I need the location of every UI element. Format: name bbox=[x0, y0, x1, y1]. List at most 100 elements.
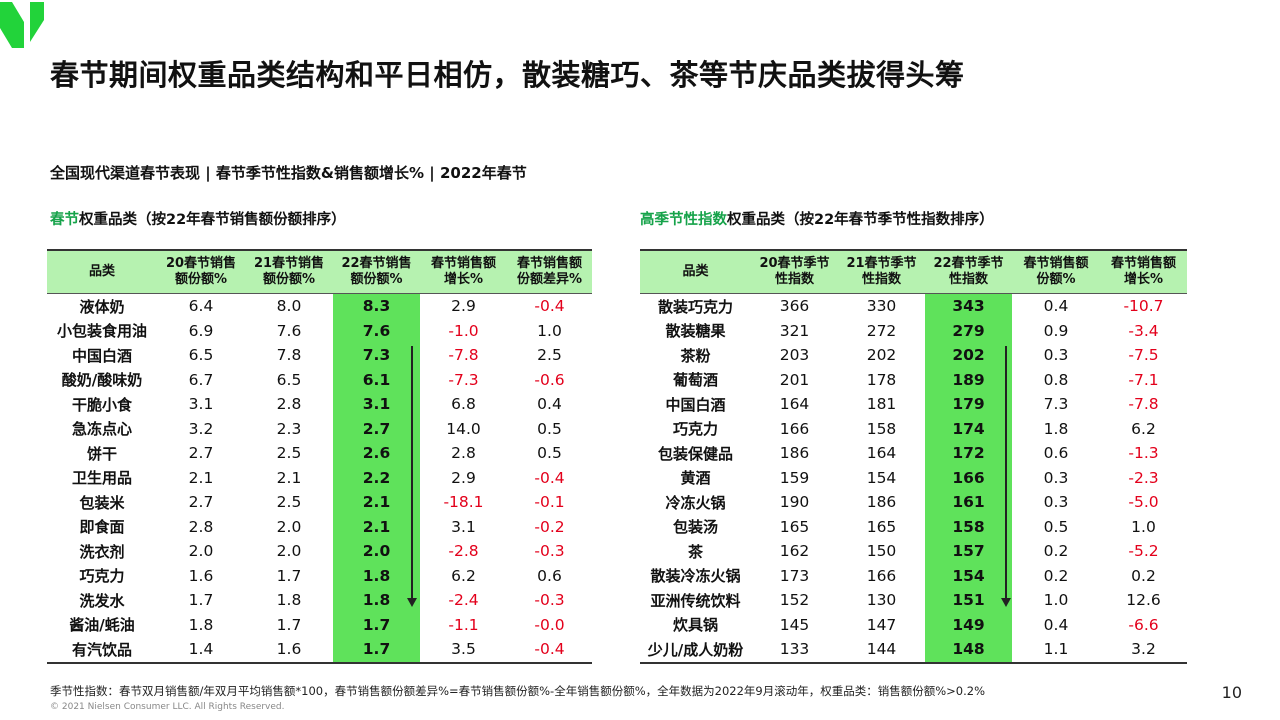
table-cell: 2.5 bbox=[276, 444, 302, 463]
table-cell: 2.3 bbox=[276, 419, 302, 438]
table-cell: 3.2 bbox=[188, 419, 214, 438]
table-cell: 272 bbox=[866, 321, 897, 340]
table-cell: 2.0 bbox=[333, 539, 420, 564]
table-cell: 3.1 bbox=[188, 395, 214, 414]
table-cell: 2.9 bbox=[451, 468, 476, 487]
category-name: 炊具锅 bbox=[672, 616, 718, 635]
table-cell: -1.3 bbox=[1128, 444, 1159, 463]
table-cell: 0.3 bbox=[1043, 346, 1069, 365]
column-header: 春节销售额 增长% bbox=[1110, 256, 1176, 287]
table-cell: 164 bbox=[866, 444, 897, 463]
table-cell: 7.8 bbox=[276, 346, 302, 365]
category-name: 洗发水 bbox=[79, 591, 125, 610]
footnote: 季节性指数：春节双月销售额/年双月平均销售额*100，春节销售额份额差异%=春节… bbox=[50, 684, 985, 698]
table-cell: 2.7 bbox=[333, 416, 420, 441]
table-row: 包装米 2.7 2.5 2.1 -18.1 -0.1 bbox=[47, 490, 592, 515]
table-row: 散装糖果 321 272 279 0.9 -3.4 bbox=[640, 318, 1187, 343]
table-cell: 161 bbox=[925, 490, 1012, 515]
table-cell: 0.6 bbox=[1043, 444, 1069, 463]
column-header: 春节销售额 份额% bbox=[1023, 256, 1089, 287]
table-cell: 321 bbox=[779, 321, 810, 340]
table-row: 干脆小食 3.1 2.8 3.1 6.8 0.4 bbox=[47, 392, 592, 417]
table-cell: 7.3 bbox=[333, 343, 420, 368]
category-name: 巧克力 bbox=[672, 420, 718, 439]
table-cell: 366 bbox=[779, 297, 810, 316]
category-name: 散装巧克力 bbox=[657, 297, 733, 316]
category-name: 液体奶 bbox=[79, 297, 125, 316]
table-cell: 158 bbox=[925, 514, 1012, 539]
table-cell: 174 bbox=[925, 416, 1012, 441]
category-name: 葡萄酒 bbox=[672, 371, 718, 390]
category-name: 散装冷冻火锅 bbox=[650, 567, 741, 586]
column-header: 20春节季节 性指数 bbox=[759, 256, 830, 287]
right-section-title: 高季节性指数权重品类（按22年春节季节性指数排序） bbox=[640, 208, 994, 229]
table-cell: 0.4 bbox=[1043, 615, 1069, 634]
column-header: 22春节季节 性指数 bbox=[933, 256, 1004, 287]
table-cell: 148 bbox=[925, 637, 1012, 662]
table-cell: 3.1 bbox=[333, 392, 420, 417]
table-cell: 1.7 bbox=[333, 637, 420, 662]
table-cell: 149 bbox=[925, 612, 1012, 637]
column-header: 21春节销售 额份额% bbox=[253, 256, 325, 287]
table-cell: 164 bbox=[779, 395, 810, 414]
table-row: 散装冷冻火锅 173 166 154 0.2 0.2 bbox=[640, 563, 1187, 588]
table-cell: -7.8 bbox=[448, 346, 479, 365]
table-row: 黄酒 159 154 166 0.3 -2.3 bbox=[640, 465, 1187, 490]
table-cell: 3.5 bbox=[451, 640, 476, 659]
table-cell: -5.0 bbox=[1128, 493, 1159, 512]
table-cell: 202 bbox=[925, 343, 1012, 368]
table-cell: -0.6 bbox=[534, 370, 565, 389]
table-cell: 7.6 bbox=[333, 318, 420, 343]
table-cell: -5.2 bbox=[1128, 542, 1159, 561]
table-cell: 165 bbox=[866, 517, 897, 536]
table-cell: -3.4 bbox=[1128, 321, 1159, 340]
table-cell: -7.3 bbox=[448, 370, 479, 389]
table-cell: 12.6 bbox=[1126, 591, 1161, 610]
category-name: 中国白酒 bbox=[665, 395, 726, 414]
table-cell: 190 bbox=[779, 493, 810, 512]
table-cell: 6.4 bbox=[188, 297, 214, 316]
column-header: 品类 bbox=[682, 264, 709, 279]
table-cell: 1.8 bbox=[333, 588, 420, 613]
table-cell: 166 bbox=[866, 566, 897, 585]
table-cell: 0.4 bbox=[1043, 297, 1069, 316]
table-cell: 152 bbox=[779, 591, 810, 610]
table-cell: 2.2 bbox=[333, 465, 420, 490]
page-number: 10 bbox=[1221, 683, 1242, 702]
table-cell: -0.0 bbox=[534, 615, 565, 634]
category-name: 中国白酒 bbox=[71, 346, 132, 365]
left-category-table: 品类 20春节销售 额份额% 21春节销售 额份额% 22春节销售 额份额% 春节销售额… bbox=[47, 249, 592, 664]
table-cell: 1.8 bbox=[188, 615, 214, 634]
table-cell: 1.8 bbox=[276, 591, 302, 610]
category-name: 亚洲传统饮料 bbox=[650, 591, 741, 610]
table-cell: 2.5 bbox=[537, 346, 562, 365]
table-cell: 181 bbox=[866, 395, 897, 414]
table-cell: -0.2 bbox=[534, 517, 565, 536]
table-cell: 2.7 bbox=[188, 444, 214, 463]
table-cell: 3.1 bbox=[451, 517, 476, 536]
table-row: 酱油/蚝油 1.8 1.7 1.7 -1.1 -0.0 bbox=[47, 612, 592, 637]
table-cell: 166 bbox=[925, 465, 1012, 490]
table-cell: 6.2 bbox=[1131, 419, 1156, 438]
table-header: 品类 20春节季节 性指数 21春节季节 性指数 22春节季节 性指数 春节销售额 份额… bbox=[640, 251, 1187, 294]
table-cell: 154 bbox=[866, 468, 897, 487]
table-cell: -10.7 bbox=[1123, 297, 1164, 316]
table-cell: 8.0 bbox=[276, 297, 302, 316]
table-cell: 201 bbox=[779, 370, 810, 389]
table-row: 中国白酒 164 181 179 7.3 -7.8 bbox=[640, 392, 1187, 417]
table-cell: 1.0 bbox=[537, 321, 562, 340]
table-row: 茶 162 150 157 0.2 -5.2 bbox=[640, 539, 1187, 564]
column-header: 春节销售额 份额差异% bbox=[516, 256, 583, 287]
table-cell: -2.4 bbox=[448, 591, 479, 610]
category-name: 有汽饮品 bbox=[71, 640, 132, 659]
table-cell: 2.1 bbox=[276, 468, 302, 487]
category-name: 即食面 bbox=[79, 518, 125, 537]
table-row: 巧克力 1.6 1.7 1.8 6.2 0.6 bbox=[47, 563, 592, 588]
table-cell: 2.8 bbox=[276, 395, 302, 414]
table-cell: 203 bbox=[779, 346, 810, 365]
category-name: 卫生用品 bbox=[71, 469, 132, 488]
table-cell: -7.5 bbox=[1128, 346, 1159, 365]
left-section-title: 春节权重品类（按22年春节销售额份额排序） bbox=[50, 208, 346, 229]
table-cell: -0.4 bbox=[534, 640, 565, 659]
table-cell: 1.7 bbox=[333, 612, 420, 637]
